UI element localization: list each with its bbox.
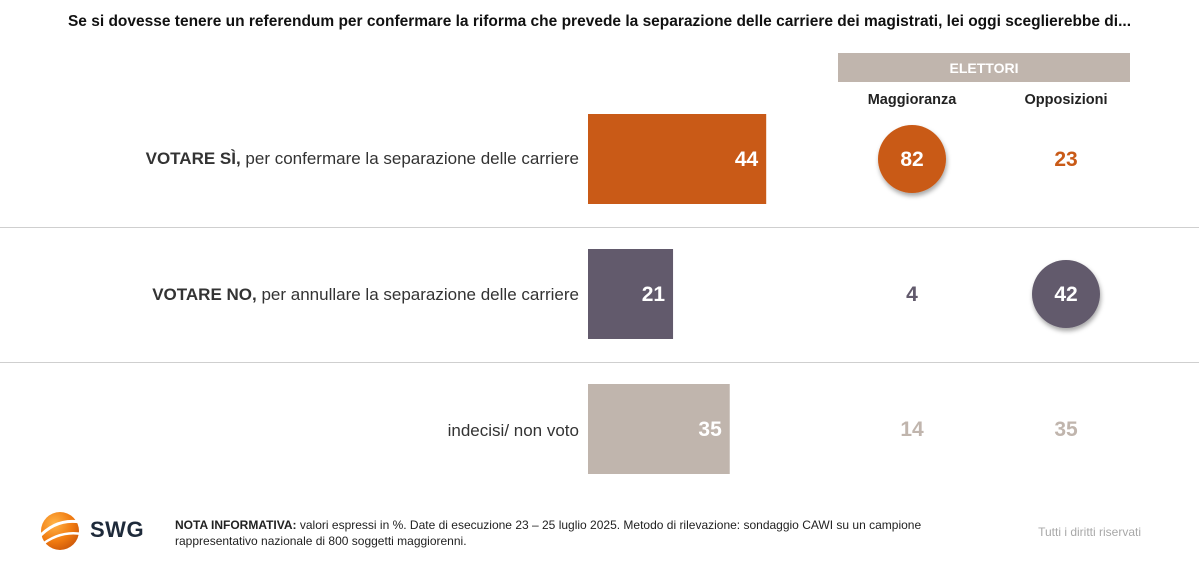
row-label-indecisi: indecisi/ non voto bbox=[19, 421, 579, 441]
row-label-votare-no: VOTARE NO, per annullare la separazione … bbox=[19, 285, 579, 305]
row-separator bbox=[0, 227, 1199, 228]
row-label-bold: VOTARE NO, bbox=[152, 285, 257, 304]
elettori-header: ELETTORI bbox=[838, 53, 1130, 82]
bar-value-indecisi: 35 bbox=[698, 418, 722, 441]
rights-notice: Tutti i diritti riservati bbox=[1038, 525, 1141, 539]
row-label-rest: per confermare la separazione delle carr… bbox=[240, 149, 579, 168]
breakdown-value-votare-si-opposizioni: 23 bbox=[1054, 148, 1077, 171]
footnote-text: valori espressi in %. Date di esecuzione… bbox=[175, 518, 922, 548]
breakdown-value-indecisi-opposizioni: 35 bbox=[1054, 418, 1078, 441]
column-header-opposizioni: Opposizioni bbox=[1024, 92, 1108, 108]
column-header-maggioranza: Maggioranza bbox=[867, 92, 957, 108]
breakdown-value-votare-no-maggioranza: 4 bbox=[906, 283, 918, 306]
bar-value-votare-no: 21 bbox=[642, 283, 666, 306]
row-label-rest: indecisi/ non voto bbox=[447, 421, 579, 440]
bar-votare-si bbox=[588, 114, 767, 204]
breakdown-value-votare-si-maggioranza: 82 bbox=[900, 148, 923, 171]
bar-value-votare-si: 44 bbox=[735, 148, 759, 171]
row-separator bbox=[0, 362, 1199, 363]
bar-votare-no bbox=[588, 249, 674, 339]
footnote: NOTA INFORMATIVA: valori espressi in %. … bbox=[175, 517, 975, 549]
value-circle-votare-si-maggioranza bbox=[878, 125, 946, 193]
swg-logo-text: SWG bbox=[90, 517, 145, 542]
swg-logo-icon bbox=[36, 512, 83, 550]
chart-title: Se si dovesse tenere un referendum per c… bbox=[67, 13, 1132, 30]
value-circle-votare-no-opposizioni bbox=[1032, 260, 1100, 328]
bar-indecisi bbox=[588, 384, 730, 474]
footnote-label: NOTA INFORMATIVA: bbox=[175, 518, 297, 532]
bar-chart: 44 82 23 21 4 42 35 14 35 bbox=[588, 114, 1100, 474]
row-label-rest: per annullare la separazione delle carri… bbox=[256, 285, 579, 304]
breakdown-value-indecisi-maggioranza: 14 bbox=[900, 418, 924, 441]
row-label-bold: VOTARE SÌ, bbox=[145, 149, 241, 168]
breakdown-value-votare-no-opposizioni: 42 bbox=[1054, 283, 1077, 306]
row-label-votare-si: VOTARE SÌ, per confermare la separazione… bbox=[19, 149, 579, 169]
